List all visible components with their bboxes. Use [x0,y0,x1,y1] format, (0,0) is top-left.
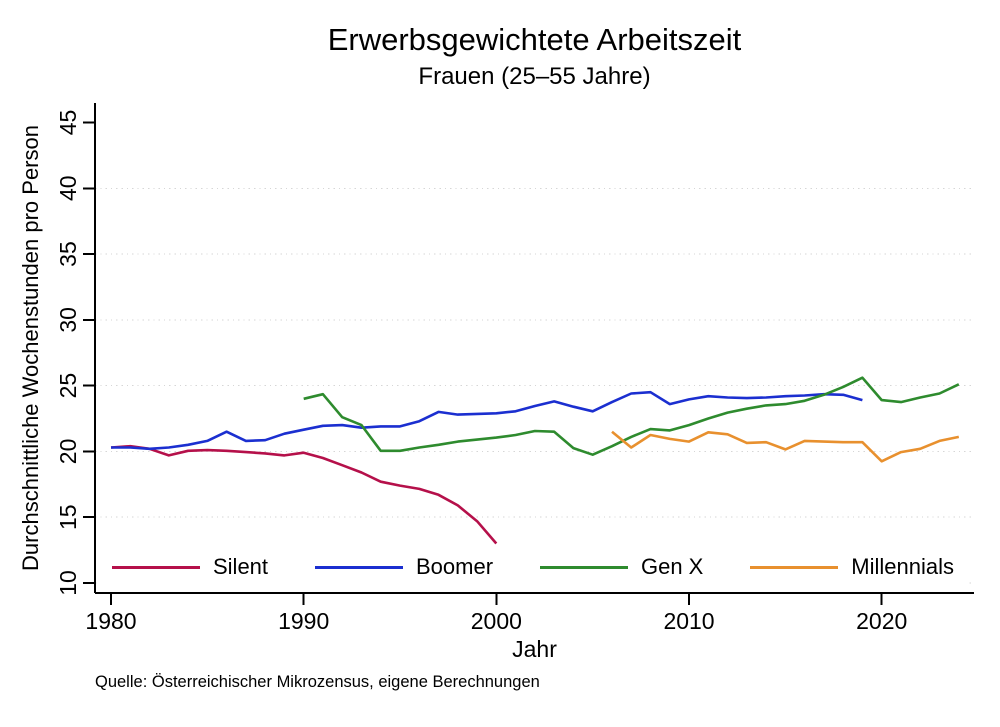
legend-label: Gen X [640,554,704,579]
series-line-boomer [111,390,863,451]
legend-swatch [314,565,403,569]
series-line-silent [110,444,498,545]
y-axis-title: Durchschnittliche Wochenstunden pro Pers… [18,125,43,571]
x-tick-label: 2020 [856,608,907,634]
legend-item-boomer: Boomer [314,554,494,580]
y-tick-label: 10 [55,570,81,596]
y-tick-label: 40 [55,175,81,201]
x-tick-label: 2010 [663,608,714,634]
legend: Silent Boomer Gen X Millennials [100,548,966,586]
x-tick-label: 2000 [471,608,522,634]
series-line-gen-x [303,376,960,457]
legend-label: Boomer [415,554,494,579]
legend-label: Silent [213,554,269,579]
source-note: Quelle: Österreichischer Mikrozensus, ei… [95,673,540,691]
x-tick-label: 1990 [278,608,329,634]
legend-swatch [750,565,839,569]
chart-subtitle: Frauen (25–55 Jahre) [418,63,651,90]
y-tick-label: 15 [55,504,81,530]
chart-title: Erwerbsgewichtete Arbeitszeit [327,22,742,57]
x-axis-title: Jahr [512,636,557,662]
legend-swatch [112,565,200,569]
series-line-millennials [611,430,960,463]
y-tick-label: 45 [55,110,81,136]
y-tick-label: 25 [55,373,81,399]
legend-item-gen-x: Gen X [539,554,704,580]
y-tick-label: 30 [55,307,81,333]
legend-item-silent: Silent [112,554,268,580]
x-tick-label: 1980 [85,608,136,634]
legend-item-millennials: Millennials [750,554,954,580]
legend-swatch [539,565,628,569]
legend-label: Millennials [851,554,954,579]
y-tick-label: 35 [55,241,81,267]
y-tick-label: 20 [55,439,81,465]
